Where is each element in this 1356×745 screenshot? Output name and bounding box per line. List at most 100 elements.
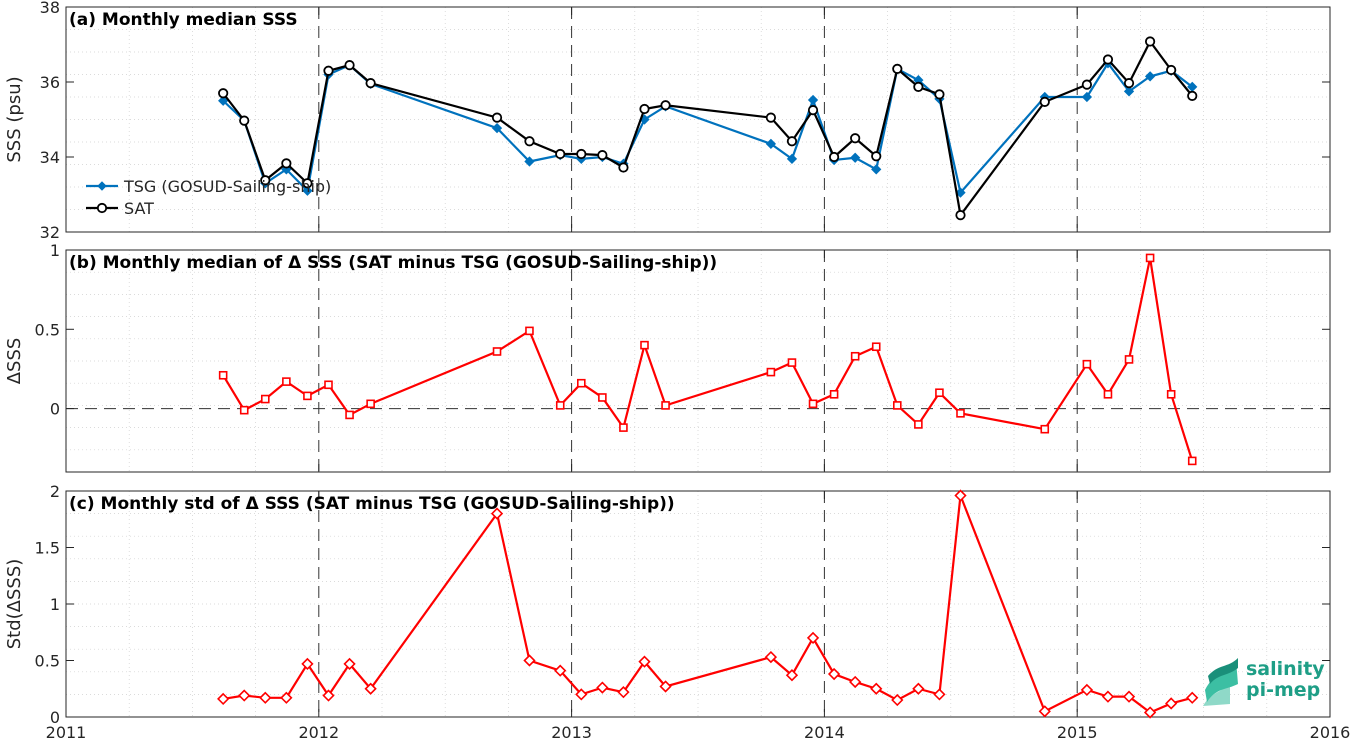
data-point	[871, 151, 882, 162]
data-point	[892, 401, 902, 410]
data-point	[639, 103, 650, 115]
data-point	[765, 112, 776, 123]
data-point	[281, 158, 292, 169]
data-point	[576, 148, 587, 160]
data-point	[491, 122, 503, 134]
data-point	[1082, 359, 1092, 369]
data-point	[935, 388, 944, 398]
data-point	[598, 393, 607, 402]
y-tick-label: 1.5	[35, 539, 60, 558]
data-point	[239, 115, 250, 126]
data-point	[1144, 71, 1156, 82]
y-axis-label: Std(ΔSSS)	[4, 559, 25, 650]
y-axis-label: SSS (psu)	[4, 76, 25, 162]
axes-box	[65, 249, 1331, 473]
data-point	[554, 664, 567, 677]
minor-grid	[66, 250, 1330, 472]
y-tick-label: 0.5	[35, 320, 60, 339]
data-point	[1187, 456, 1197, 466]
logo-text-line1: salinity	[1246, 658, 1325, 680]
data-point	[933, 688, 946, 701]
data-point	[1103, 389, 1113, 399]
data-point	[525, 326, 534, 336]
data-point	[344, 60, 355, 71]
data-point	[238, 689, 251, 702]
data-point	[1123, 86, 1135, 97]
y-tick-label: 1	[50, 241, 60, 260]
data-point	[955, 187, 966, 198]
data-point	[871, 342, 881, 352]
y-tick-label: 34	[40, 148, 60, 167]
panel-title: (a) Monthly median SSS	[69, 10, 298, 30]
data-point	[322, 689, 335, 702]
x-tick-label: 2015	[1057, 723, 1098, 742]
data-point	[786, 153, 798, 165]
data-point	[1123, 78, 1135, 89]
data-point	[492, 347, 502, 356]
data-point	[871, 164, 882, 175]
data-point	[1102, 54, 1114, 65]
data-point	[1144, 36, 1156, 47]
data-point	[303, 391, 312, 401]
data-point	[345, 410, 354, 420]
data-point	[892, 63, 903, 74]
series-delta	[218, 253, 1197, 466]
data-point	[850, 133, 861, 144]
data-point	[555, 148, 566, 160]
panel-title: (b) Monthly median of Δ SSS (SAT minus T…	[69, 253, 717, 273]
data-point	[301, 657, 314, 671]
data-point	[1145, 253, 1155, 263]
data-point	[934, 89, 945, 100]
legend-label: SAT	[124, 199, 154, 218]
series-sat	[218, 36, 1198, 221]
data-point	[597, 150, 608, 161]
data-point	[239, 405, 249, 415]
data-point	[343, 657, 356, 671]
salinity-pi-mep-logo: salinity pi-mep	[1203, 658, 1325, 706]
data-point	[491, 112, 503, 123]
data-point	[302, 185, 313, 196]
data-point	[955, 210, 966, 221]
y-axis-label: ΔSSS	[4, 338, 25, 385]
x-tick-label: 2012	[298, 723, 339, 742]
data-point	[524, 156, 535, 167]
data-point	[618, 162, 629, 173]
panel-title: (c) Monthly std of Δ SSS (SAT minus TSG …	[69, 494, 675, 514]
data-point	[523, 654, 536, 667]
data-point	[765, 138, 777, 150]
data-point	[659, 680, 672, 693]
data-point	[576, 378, 586, 388]
data-point	[807, 105, 819, 116]
data-point	[323, 65, 334, 76]
wave-icon	[1203, 658, 1238, 706]
data-point	[661, 401, 670, 410]
series-delta	[217, 489, 1199, 719]
data-point	[786, 136, 798, 147]
data-point	[638, 655, 651, 668]
y-tick-label: 0	[50, 708, 60, 727]
legend-label: TSG (GOSUD-Sailing-ship)	[123, 177, 331, 196]
data-point	[954, 489, 967, 502]
data-point	[364, 682, 377, 695]
data-point	[807, 94, 819, 106]
data-point	[260, 394, 270, 404]
data-point	[524, 136, 535, 147]
data-point	[1166, 389, 1176, 399]
x-tick-label: 2014	[804, 723, 845, 742]
data-point	[1122, 690, 1136, 703]
y-tick-label: 36	[40, 73, 60, 92]
data-point	[1038, 705, 1051, 718]
data-point	[891, 693, 904, 707]
data-point	[1040, 424, 1050, 434]
minor-grid	[66, 491, 1330, 717]
data-point	[913, 81, 924, 92]
data-point	[218, 88, 229, 99]
data-point	[217, 692, 230, 706]
data-point	[808, 399, 818, 409]
data-point	[1187, 90, 1198, 101]
legend: TSG (GOSUD-Sailing-ship) SAT	[86, 177, 331, 218]
data-point	[1101, 690, 1115, 703]
y-tick-label: 0.5	[35, 652, 60, 671]
data-point	[766, 367, 776, 377]
